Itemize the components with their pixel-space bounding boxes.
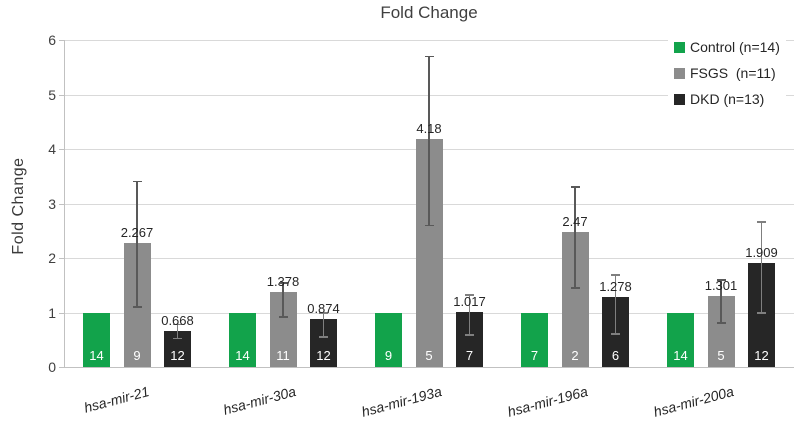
legend-label: FSGS (n=11) <box>690 65 776 81</box>
error-bar-cap <box>132 306 142 308</box>
bar-value-label: 1.301 <box>704 278 738 294</box>
y-axis-tick <box>59 258 64 259</box>
error-bar <box>322 313 325 337</box>
error-bar <box>136 181 138 308</box>
y-axis-tick <box>59 149 64 150</box>
error-bar-cap <box>173 323 182 326</box>
legend-label: DKD (n=13) <box>690 91 765 107</box>
y-tick-label: 5 <box>48 86 56 103</box>
error-bar-cap <box>278 316 288 318</box>
legend: Control (n=14) FSGS (n=11) DKD (n=13) <box>668 32 786 114</box>
legend-label: Control (n=14) <box>690 39 780 55</box>
legend-item-dkd: DKD (n=13) <box>674 86 780 112</box>
y-tick-label: 6 <box>48 32 56 48</box>
error-bar-cap <box>757 312 766 314</box>
error-bar-cap <box>716 279 726 281</box>
y-axis-tick <box>59 312 64 314</box>
control-bar: 9 <box>375 312 402 367</box>
y-axis-tick <box>59 40 64 41</box>
control-bar: 14 <box>667 312 694 367</box>
y-tick-label: 3 <box>48 195 56 212</box>
gridline <box>64 40 794 41</box>
bar-value-label: 1.278 <box>599 279 632 295</box>
error-bar-cap <box>716 322 726 324</box>
error-bar-cap <box>319 312 328 314</box>
bar-value-label: 1.378 <box>266 273 300 289</box>
error-bar <box>614 274 617 334</box>
error-bar-cap <box>570 287 580 289</box>
error-bar <box>760 222 763 314</box>
error-bar <box>176 324 179 339</box>
x-axis-line <box>64 367 794 368</box>
control-bar: 14 <box>229 312 256 367</box>
error-bar <box>720 279 722 323</box>
control-bar: 14 <box>83 312 110 367</box>
control-bar: 7 <box>521 312 548 367</box>
error-bar-cap <box>757 221 766 223</box>
y-tick-label: 4 <box>48 141 56 157</box>
bar-count-label: 11 <box>276 347 290 363</box>
error-bar-cap <box>424 224 434 227</box>
bar-count-label: 12 <box>316 347 331 363</box>
bar-value-label: 0.668 <box>161 312 194 328</box>
bar-count-label: 2 <box>571 347 579 363</box>
y-tick-label: 2 <box>48 250 56 266</box>
error-bar-cap <box>278 282 288 284</box>
bar-value-label: 2.267 <box>120 225 154 241</box>
x-axis-label: hsa-mir-21 <box>82 383 152 416</box>
bar-value-label: 2.47 <box>562 214 588 230</box>
error-bar-cap <box>465 334 474 336</box>
bar-value-label: 1.909 <box>745 244 778 260</box>
x-axis-label: hsa-mir-200a <box>651 383 736 420</box>
y-axis-tick <box>59 203 64 205</box>
y-tick-label: 1 <box>48 304 56 321</box>
x-axis-label: hsa-mir-193a <box>359 383 444 420</box>
bar-count-label: 12 <box>754 347 769 363</box>
error-bar-cap <box>319 336 328 338</box>
error-bar <box>428 56 430 226</box>
error-bar-cap <box>611 274 620 276</box>
bar-count-label: 14 <box>235 348 250 363</box>
bar-count-label: 14 <box>673 348 688 363</box>
legend-swatch-icon <box>674 93 685 105</box>
error-bar-cap <box>465 294 474 296</box>
error-bar-cap <box>424 55 434 58</box>
error-bar-cap <box>173 337 182 340</box>
y-axis-tick <box>59 94 64 96</box>
bar-count-label: 6 <box>611 347 620 363</box>
y-axis-tick <box>59 367 64 368</box>
error-bar-cap <box>611 333 620 335</box>
bar-count-label: 12 <box>170 347 185 363</box>
bar-count-label: 5 <box>425 347 433 363</box>
bar-count-label: 7 <box>465 347 474 363</box>
bar-count-label: 5 <box>717 347 725 363</box>
legend-item-fsgs: FSGS (n=11) <box>674 60 780 86</box>
error-bar-cap <box>570 186 580 188</box>
chart-title: Fold Change <box>380 3 478 22</box>
bar-count-label: 14 <box>89 348 104 363</box>
error-bar <box>574 187 576 288</box>
bar-value-label: 0.874 <box>307 301 340 317</box>
bar-count-label: 9 <box>133 347 141 363</box>
bar-value-label: 4.18 <box>416 121 442 137</box>
bar-value-label: 1.017 <box>453 293 486 309</box>
legend-swatch-icon <box>674 67 685 79</box>
x-axis-label: hsa-mir-196a <box>505 383 590 420</box>
legend-swatch-icon <box>674 41 685 53</box>
x-axis-label: hsa-mir-30a <box>221 383 298 418</box>
y-axis-line <box>64 40 65 367</box>
legend-item-control: Control (n=14) <box>674 34 780 60</box>
bar-count-label: 7 <box>530 348 539 363</box>
y-tick-label: 0 <box>48 359 56 375</box>
error-bar <box>282 283 284 317</box>
error-bar-cap <box>132 180 142 183</box>
bar-count-label: 9 <box>384 348 393 363</box>
error-bar <box>468 295 471 335</box>
